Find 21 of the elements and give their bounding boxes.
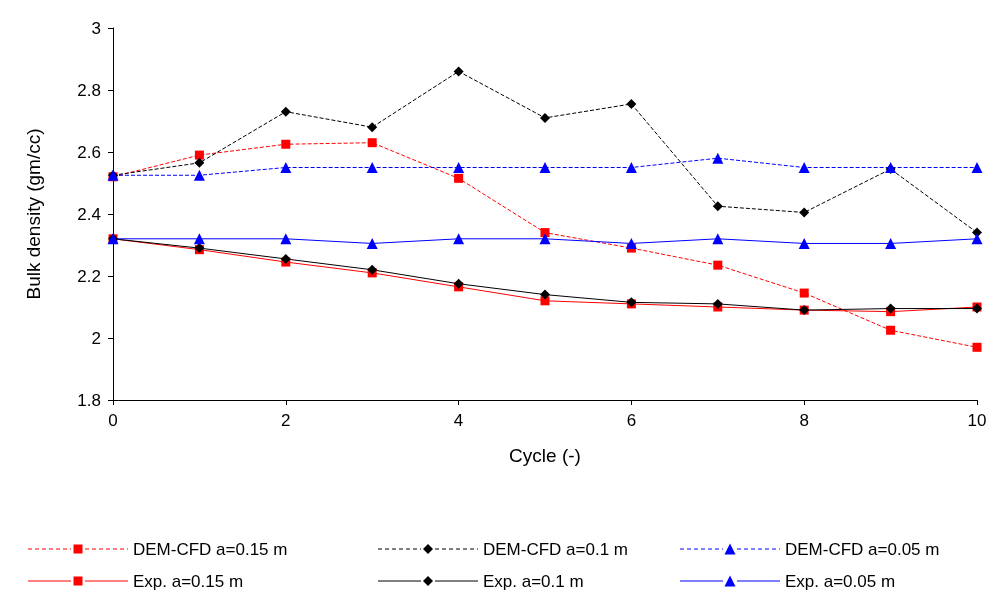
x-axis-title: Cycle (-) [509,445,581,466]
legend-label: Exp. a=0.05 m [785,571,896,591]
y-tick-label: 1.8 [77,390,101,410]
x-tick-label: 10 [967,411,987,430]
y-tick-label: 2.2 [77,266,101,286]
y-tick-label: 2.4 [77,204,101,224]
legend-label: Exp. a=0.1 m [483,571,584,591]
y-tick-label: 3 [91,18,101,38]
x-tick-label: 4 [453,411,464,430]
x-tick-label: 8 [799,411,809,430]
x-tick-label: 0 [108,411,118,430]
y-axis-title: Bulk density (gm/cc) [23,128,44,300]
x-tick-label: 6 [626,411,637,430]
x-tick-label: 2 [281,411,291,430]
legend-label: Exp. a=0.15 m [133,571,244,591]
legend-label: DEM-CFD a=0.05 m [785,539,940,559]
y-tick-label: 2.8 [77,80,101,100]
legend-label: DEM-CFD a=0.15 m [133,539,288,559]
legend-label: DEM-CFD a=0.1 m [483,539,628,559]
y-tick-label: 2.6 [77,142,101,162]
y-tick-label: 2 [91,328,101,348]
